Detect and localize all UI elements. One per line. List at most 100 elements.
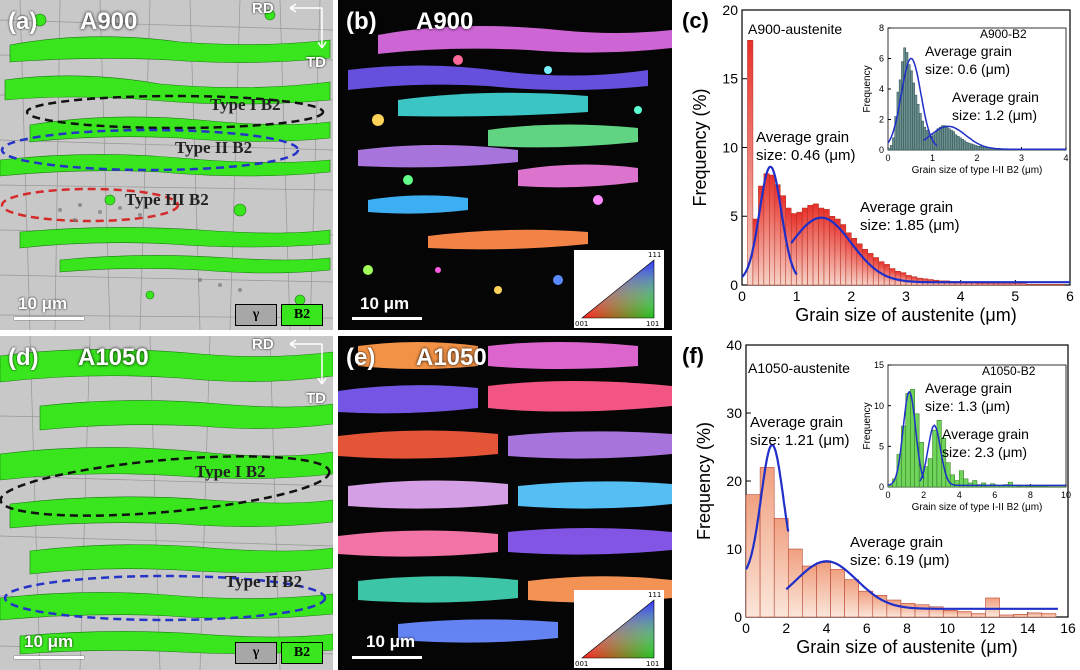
x-tick-label: 5 — [1011, 288, 1019, 304]
inset-histogram-bar — [912, 82, 915, 151]
y-axis-label: Frequency (%) — [690, 88, 710, 206]
histogram-bar — [1058, 284, 1065, 286]
histogram-bar — [807, 205, 814, 286]
inset-histogram-bar — [981, 146, 984, 151]
y-tick-label: 10 — [722, 139, 738, 155]
inset-histogram-bar — [970, 143, 973, 151]
panel-a-phase-map: (a) A900 RD TD Type I B2 Type II B2 Type… — [0, 0, 333, 330]
inset-histogram-bar — [974, 145, 978, 151]
ipf-triangle-legend: 001 101 111 — [574, 590, 664, 668]
inset-y-axis-label: Frequency — [862, 65, 873, 112]
scale-bar — [14, 656, 84, 659]
inset-histogram-bar — [918, 442, 924, 488]
inset-fit-annotation: Average grain — [925, 380, 1012, 396]
x-tick-label: 12 — [980, 620, 996, 636]
histogram-bar — [1009, 283, 1016, 286]
sample-title: A900 — [80, 8, 138, 35]
y-tick-label: 4 — [879, 84, 884, 94]
x-tick-label: 1 — [793, 288, 801, 304]
inset-histogram-bar — [889, 145, 893, 151]
inset-histogram-bar — [941, 125, 944, 151]
histogram-bar — [773, 518, 789, 618]
ipf-corner-111: 111 — [648, 591, 662, 599]
rd-label: RD — [252, 336, 274, 353]
x-tick-label: 10 — [939, 620, 955, 636]
x-tick-label: 10 — [1061, 490, 1071, 500]
rd-td-axes-a — [289, 3, 327, 49]
inset-histogram-bar — [916, 104, 920, 151]
histogram-bar — [830, 569, 845, 618]
legend-b2: B2 — [281, 304, 323, 326]
inset-histogram-bar — [945, 126, 949, 151]
inset-histogram-bar — [1016, 485, 1022, 488]
fit-annotation: Average grain — [850, 534, 943, 551]
histogram-bar — [998, 283, 1005, 286]
x-axis-label: Grain size of austenite (μm) — [796, 637, 1017, 657]
inset-histogram-bar — [950, 129, 953, 151]
scale-bar-label: 10 μm — [24, 632, 74, 651]
inset-histogram-bar — [936, 128, 940, 151]
histogram-bar — [812, 203, 819, 286]
x-tick-label: 1 — [930, 153, 935, 163]
inset-histogram-bar — [907, 64, 911, 151]
histogram-bar — [1031, 284, 1038, 286]
x-tick-label: 8 — [903, 620, 911, 636]
fit-annotation: Average grain — [756, 129, 849, 146]
inset-histogram-bar — [914, 94, 918, 151]
fit-annotation: size: 0.46 (μm) — [756, 147, 856, 164]
inset-gaussian-fit-line — [923, 125, 1066, 150]
inset-histogram-bar — [965, 142, 969, 151]
legend-gamma: γ — [235, 642, 277, 664]
histogram-bar — [993, 283, 1000, 286]
inset-fit-annotation: Average grain — [925, 43, 1012, 59]
inset-x-axis-label: Grain size of type I-II B2 (μm) — [912, 502, 1043, 513]
histogram-bar — [1027, 612, 1043, 618]
panel-label: (f) — [682, 343, 704, 368]
inset-histogram-bar — [938, 126, 942, 151]
scale-bar-label: 10 μm — [360, 294, 410, 313]
histogram-bar — [999, 614, 1014, 618]
ipf-corner-111: 111 — [648, 251, 662, 259]
inset-x-axis-label: Grain size of type I-II B2 (μm) — [912, 165, 1043, 176]
y-tick-label: 5 — [730, 208, 738, 224]
x-tick-label: 3 — [1019, 153, 1024, 163]
sample-title: A900 — [416, 8, 474, 35]
gaussian-fit-line — [790, 216, 1070, 284]
inset-histogram-bar — [892, 137, 895, 151]
x-tick-label: 4 — [957, 490, 962, 500]
inset-histogram-bar — [898, 79, 902, 151]
inset-histogram-bar — [1030, 485, 1036, 488]
x-tick-label: 6 — [992, 490, 997, 500]
scale-bar — [14, 317, 84, 320]
type-label: Type I B2 — [195, 462, 266, 481]
fit-annotation: size: 6.19 (μm) — [850, 552, 950, 569]
phase-map-a900 — [0, 0, 333, 330]
inset-histogram-bar — [918, 113, 922, 151]
inset-series-title: A1050-B2 — [982, 364, 1036, 378]
rd-label: RD — [252, 0, 274, 17]
type-label: Type II B2 — [225, 572, 303, 591]
x-tick-label: 0 — [885, 490, 890, 500]
ipf-corner-101: 101 — [646, 660, 660, 668]
inset-histogram-bar — [903, 47, 907, 151]
histogram-bar — [957, 611, 972, 618]
y-tick-label: 2 — [879, 115, 884, 125]
inset-histogram-bar — [947, 128, 951, 151]
y-tick-label: 5 — [879, 441, 884, 451]
histogram-bar — [1013, 614, 1029, 618]
histogram-bar — [1020, 283, 1027, 286]
y-tick-label: 0 — [734, 609, 742, 625]
x-tick-label: 2 — [921, 490, 926, 500]
x-tick-label: 14 — [1020, 620, 1036, 636]
inset-fit-annotation: size: 0.6 (μm) — [925, 61, 1010, 77]
legend-b2: B2 — [281, 642, 323, 664]
y-tick-label: 0 — [879, 482, 884, 492]
inset-histogram-bar — [927, 458, 933, 488]
panel-label: (e) — [346, 344, 376, 371]
x-tick-label: 4 — [957, 288, 965, 304]
inset-histogram-bar — [954, 134, 958, 151]
inset-histogram-bar — [1039, 485, 1044, 488]
scale-bar — [352, 317, 422, 320]
sample-title: A1050 — [416, 344, 487, 371]
